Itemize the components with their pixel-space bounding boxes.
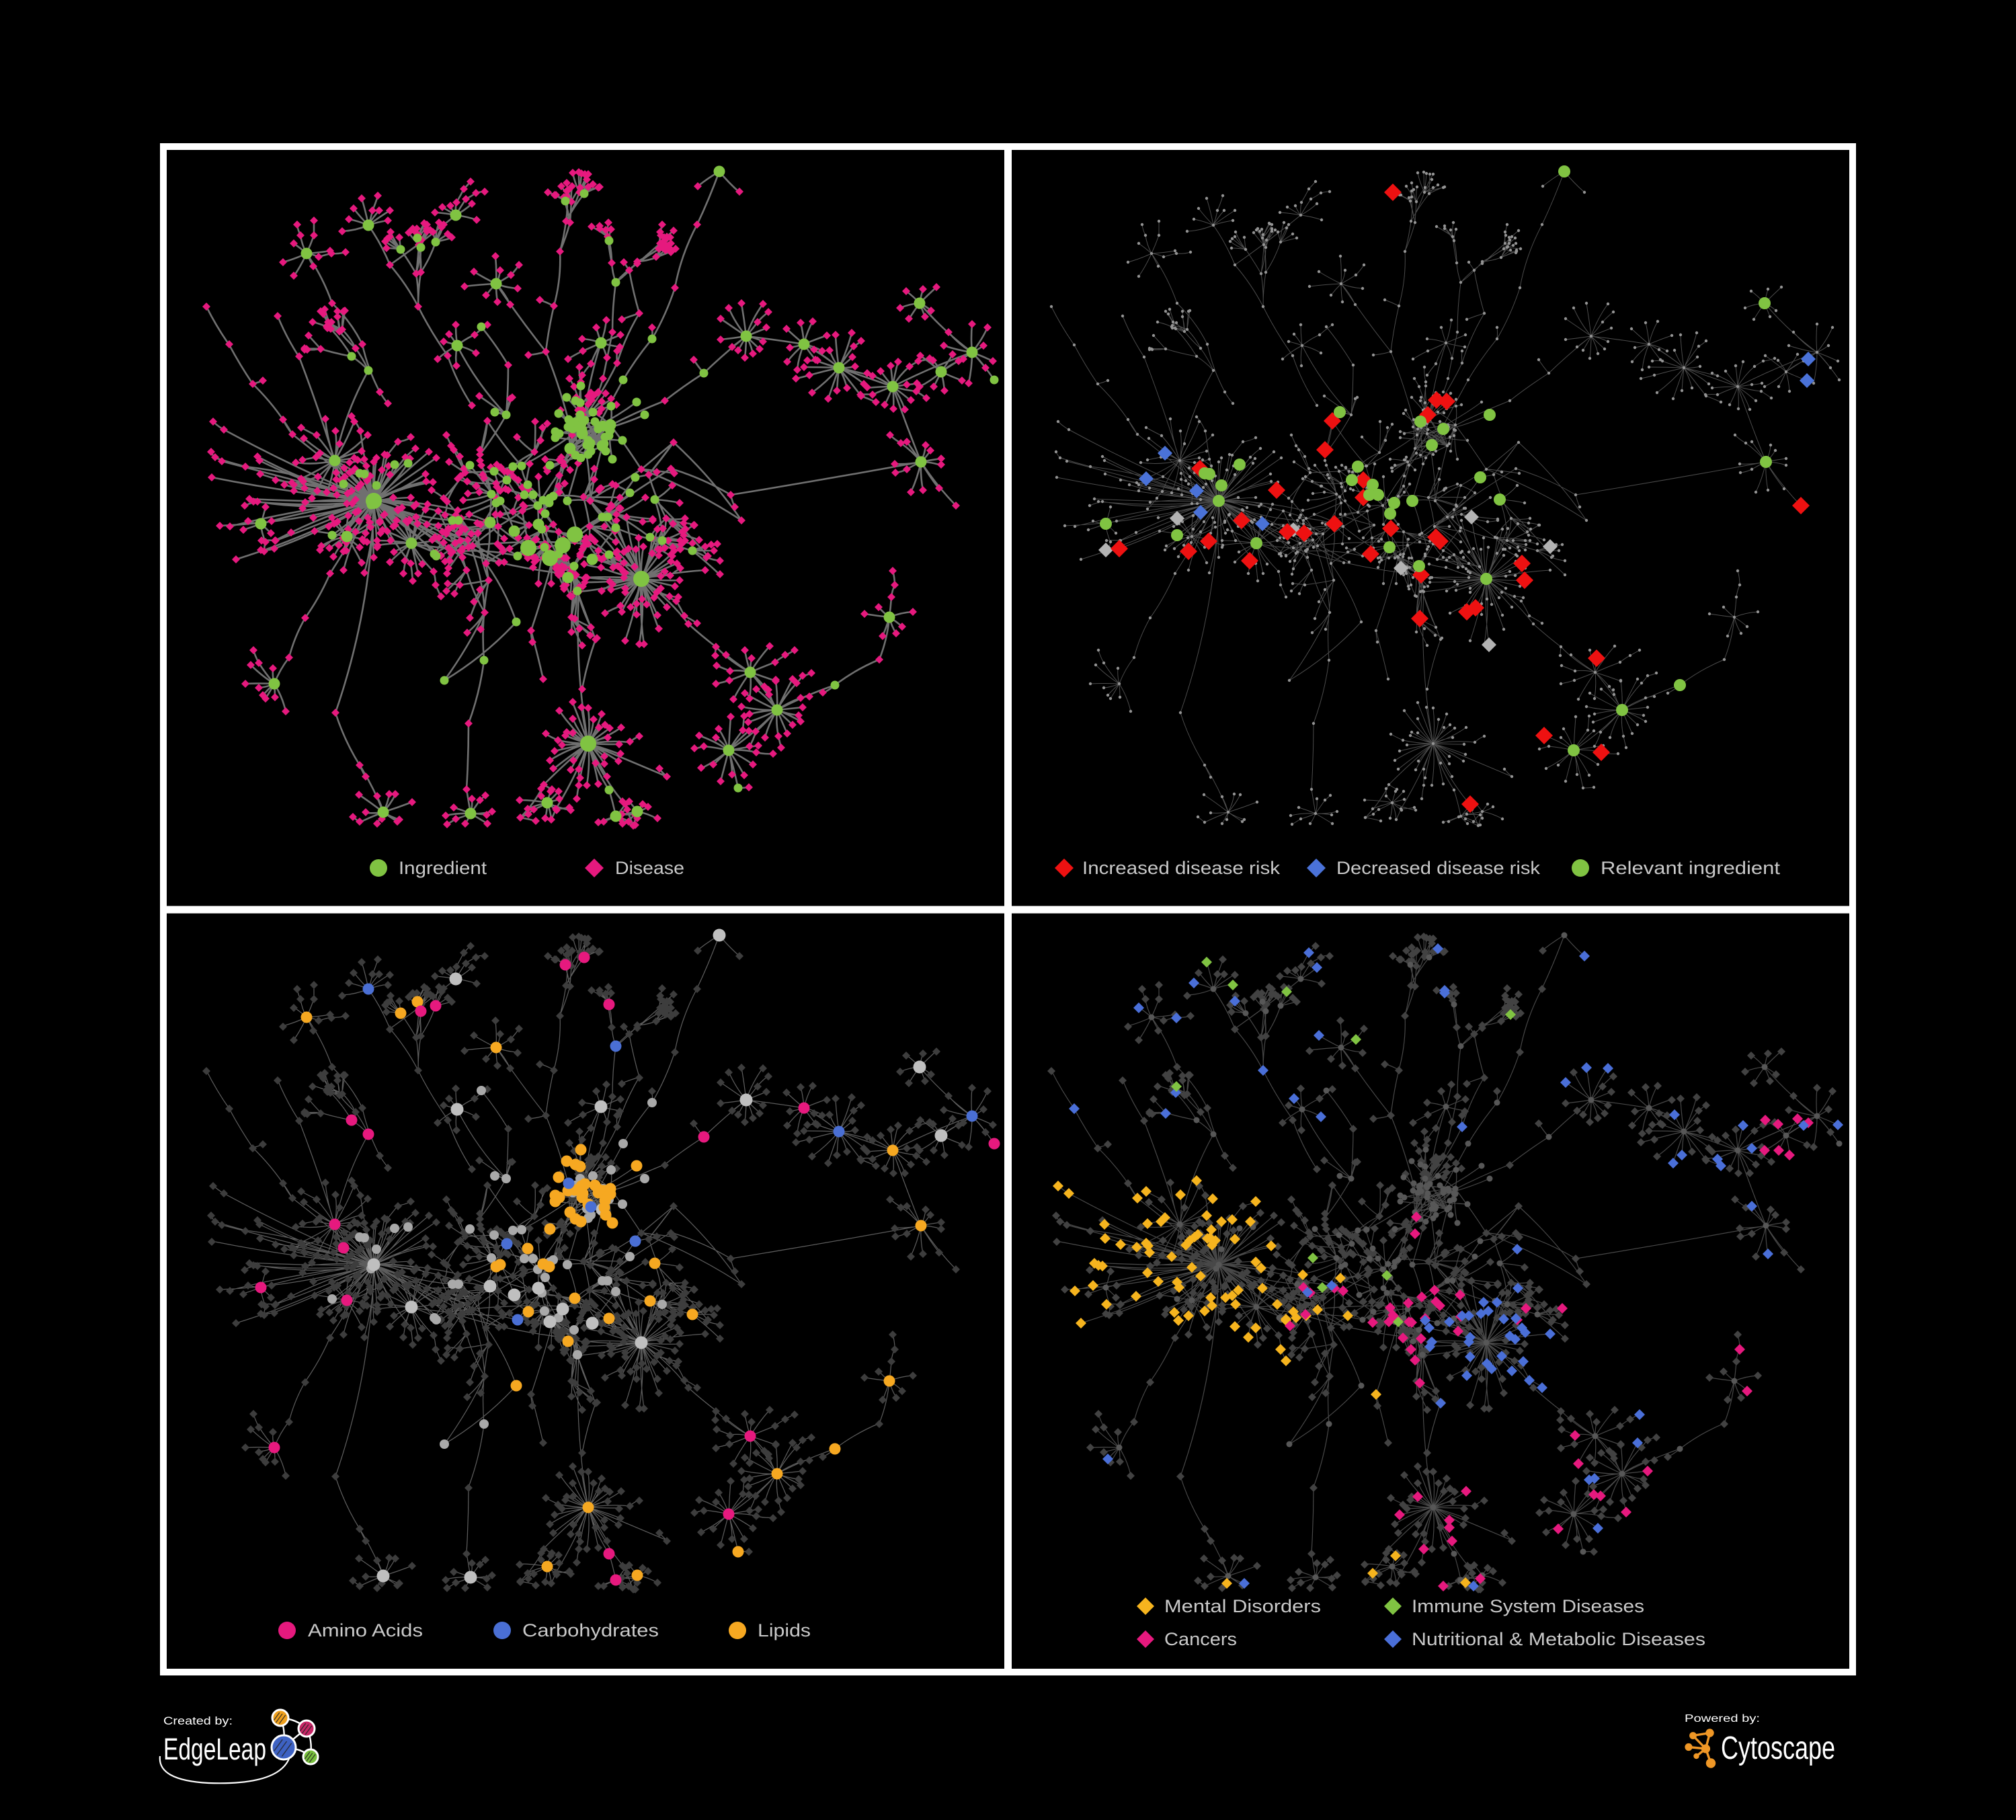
svg-text:Powered by:: Powered by: [1685, 1713, 1760, 1725]
svg-text:Mental Disorders: Mental Disorders [1164, 1596, 1321, 1616]
svg-text:Amino Acids: Amino Acids [308, 1620, 423, 1640]
svg-text:Cancers: Cancers [1164, 1629, 1237, 1649]
svg-text:Disease: Disease [615, 858, 684, 878]
svg-text:Relevant ingredient: Relevant ingredient [1601, 858, 1781, 878]
svg-text:Immune System Diseases: Immune System Diseases [1412, 1596, 1644, 1616]
svg-text:Decreased disease risk: Decreased disease risk [1336, 858, 1541, 878]
svg-text:Created by:: Created by: [163, 1714, 233, 1727]
svg-text:Cytoscape: Cytoscape [1721, 1731, 1835, 1766]
svg-text:Carbohydrates: Carbohydrates [522, 1620, 659, 1640]
svg-text:Increased disease risk: Increased disease risk [1082, 858, 1281, 878]
svg-text:Nutritional & Metabolic Diseas: Nutritional & Metabolic Diseases [1412, 1629, 1705, 1649]
svg-text:Lipids: Lipids [758, 1620, 811, 1640]
svg-text:EdgeLeap: EdgeLeap [163, 1732, 266, 1766]
svg-text:Ingredient: Ingredient [399, 858, 487, 878]
